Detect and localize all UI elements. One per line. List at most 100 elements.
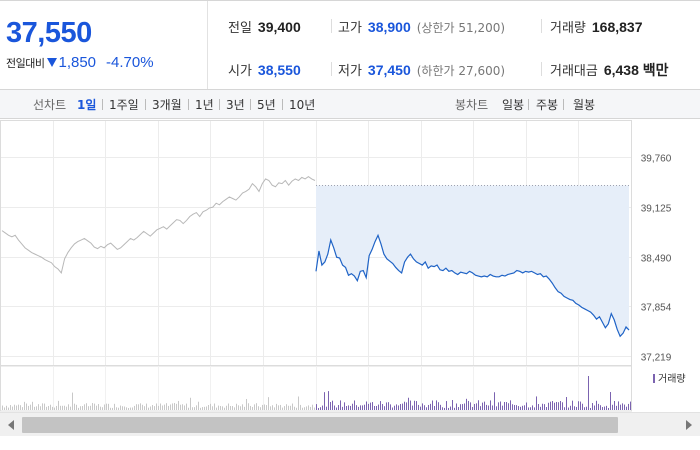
stat-label: 저가: [338, 64, 362, 79]
volume-bar: [414, 400, 415, 410]
volume-bar: [514, 404, 515, 410]
tab-3m[interactable]: 3개월: [152, 98, 182, 112]
tab-daily-candle[interactable]: 일봉: [502, 98, 525, 112]
divider: [541, 62, 542, 76]
tab-divider: [102, 99, 103, 110]
volume-bar: [520, 406, 521, 410]
volume-bar: [42, 403, 43, 410]
volume-bar: [500, 401, 501, 410]
volume-bar: [144, 406, 145, 410]
volume-bar: [280, 404, 281, 410]
volume-bar: [244, 406, 245, 410]
tab-divider: [219, 99, 220, 110]
volume-bar: [478, 400, 479, 410]
volume-bar: [114, 403, 115, 410]
tab-1y[interactable]: 1년: [195, 98, 214, 112]
volume-bar: [582, 403, 583, 410]
volume-bar: [266, 405, 267, 410]
volume-bar: [382, 404, 383, 410]
volume-bar: [372, 402, 373, 410]
volume-bar: [64, 405, 65, 410]
volume-bar: [26, 403, 27, 410]
volume-bar: [504, 401, 505, 410]
volume-bar: [12, 406, 13, 410]
volume-bar: [328, 391, 329, 410]
volume-bar: [296, 407, 297, 410]
volume-bar: [156, 403, 157, 410]
volume-bar: [2, 405, 3, 410]
volume-bar: [304, 407, 305, 410]
volume-bar: [66, 406, 67, 410]
volume-bar: [546, 407, 547, 410]
volume-bar: [350, 405, 351, 410]
volume-bar: [604, 406, 605, 410]
volume-bar: [456, 403, 457, 410]
volume-bar: [540, 406, 541, 410]
volume-bar: [508, 403, 509, 410]
stat-value: 38,550: [257, 62, 301, 78]
tab-1w[interactable]: 1주일: [109, 98, 139, 112]
volume-bar: [120, 405, 121, 410]
chevron-left-icon: [8, 420, 14, 430]
volume-bar: [112, 407, 113, 410]
volume-bar: [420, 406, 421, 410]
volume-bar: [284, 406, 285, 410]
volume-bar: [214, 403, 215, 410]
volume-bar: [158, 405, 159, 410]
volume-bar: [340, 400, 341, 410]
y-tick-label: 38,490: [641, 254, 672, 265]
volume-bar: [334, 405, 335, 410]
volume-bar: [484, 401, 485, 410]
volume-bar: [218, 405, 219, 410]
volume-bar: [410, 400, 411, 410]
volume-bar: [398, 405, 399, 410]
volume-bar: [552, 401, 553, 410]
chart-scrollbar[interactable]: [0, 412, 700, 436]
volume-bar: [434, 406, 435, 410]
volume-bar: [360, 405, 361, 410]
tab-3y[interactable]: 3년: [226, 98, 245, 112]
volume-bar: [450, 406, 451, 410]
volume-bar: [20, 405, 21, 410]
volume-bar: [622, 403, 623, 410]
volume-bar: [32, 401, 33, 410]
volume-bar: [586, 406, 587, 410]
chart-canvas: 39,760 39,125 38,490 37,854 37,219 거래량: [0, 120, 686, 412]
volume-bar: [164, 404, 165, 410]
tab-5y[interactable]: 5년: [257, 98, 276, 112]
volume-bar: [22, 407, 23, 410]
volume-bar: [82, 406, 83, 410]
volume-bar: [578, 401, 579, 410]
volume-bar: [152, 404, 153, 410]
tab-monthly-candle[interactable]: 월봉: [573, 98, 596, 112]
volume-bar: [580, 401, 581, 410]
volume-bar: [470, 402, 471, 410]
volume-bar: [596, 400, 597, 410]
volume-bar: [260, 407, 261, 410]
scrollbar-thumb[interactable]: [22, 417, 618, 433]
volume-bar: [506, 402, 507, 410]
volume-bar: [384, 406, 385, 410]
volume-bar: [482, 402, 483, 410]
change-row: 전일대비 1,850 -4.70%: [6, 54, 154, 71]
volume-bar: [60, 405, 61, 410]
stat-low: 저가 37,450 (하한가 27,600): [338, 60, 505, 79]
previous-day-line: [1, 175, 316, 274]
volume-bar: [610, 392, 611, 410]
volume-bar: [238, 405, 239, 410]
volume-bar: [454, 407, 455, 410]
volume-bar: [78, 407, 79, 410]
scroll-left-button[interactable]: [2, 413, 20, 437]
scroll-right-button[interactable]: [680, 413, 698, 437]
tab-weekly-candle[interactable]: 주봉: [536, 98, 559, 112]
volume-bar: [406, 402, 407, 410]
tab-10y[interactable]: 10년: [289, 98, 316, 112]
tab-divider: [188, 99, 189, 110]
volume-bar: [302, 407, 303, 410]
volume-bar: [134, 405, 135, 410]
volume-bar: [176, 403, 177, 410]
price-header: 37,550 전일대비 1,850 -4.70% 전일 39,400 고가 38…: [0, 0, 700, 90]
volume-bar: [480, 406, 481, 410]
y-tick-label: 39,760: [641, 154, 672, 165]
tab-1d[interactable]: 1일: [77, 98, 97, 112]
